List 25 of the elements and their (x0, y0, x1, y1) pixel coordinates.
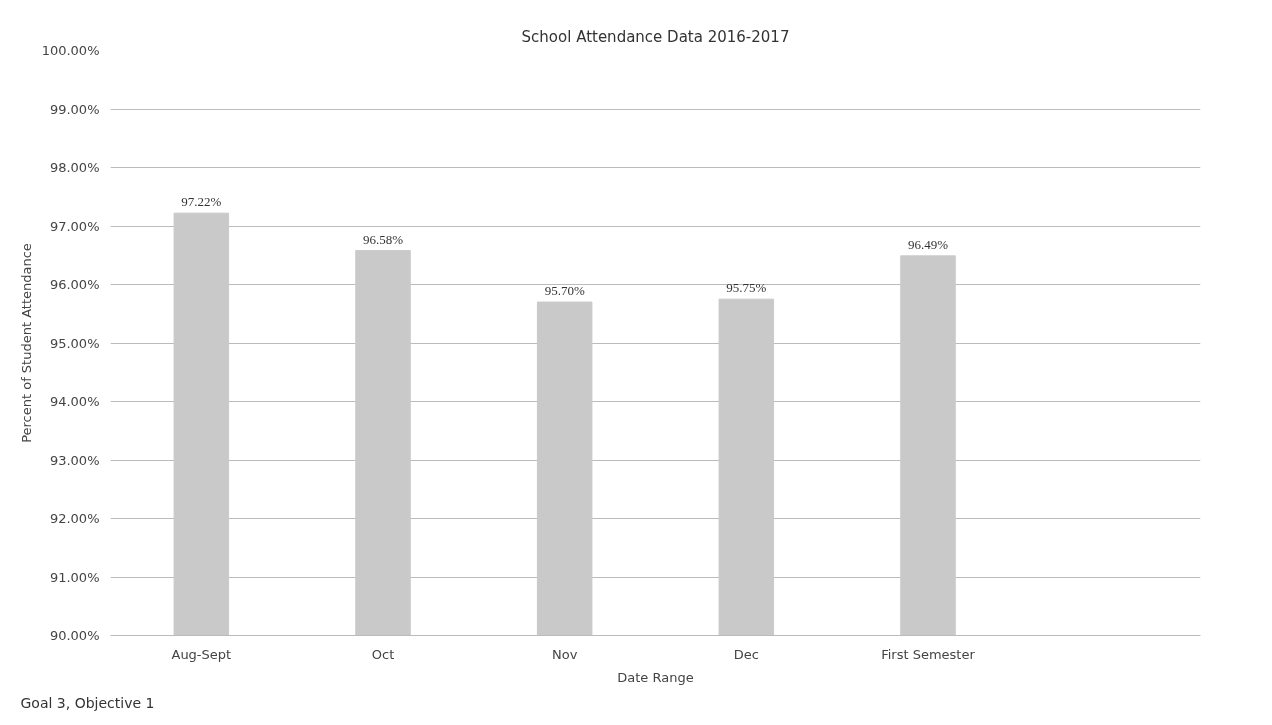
data-label: 96.58% (362, 231, 404, 247)
y-tick-label: 95.00% (49, 335, 100, 351)
text: Goal 3, Objective 1 (20, 694, 155, 711)
y-axis-title: Percent of Student Attendance (18, 243, 34, 443)
y-tick-label: 93.00% (49, 452, 100, 468)
data-label: 96.49% (907, 236, 949, 252)
y-tick-label: 98.00% (49, 160, 100, 175)
x-tick-label: First Semester (881, 646, 976, 662)
data-label: 95.70% (544, 283, 585, 299)
y-tick-label: 90.00% (49, 628, 100, 643)
x-axis-title: Date Range (617, 669, 694, 685)
y-tick-label: 97.00% (49, 218, 100, 234)
x-tick-label: Dec (733, 646, 759, 662)
y-tick-label: 91.00% (49, 569, 100, 585)
chart-title: School Attendance Data 2016-2017 (521, 27, 790, 46)
data-label: 97.22% (181, 194, 222, 210)
y-tick-label: 100.00% (41, 43, 100, 58)
x-tick-label: Oct (371, 646, 395, 662)
y-tick-label: 94.00% (49, 394, 100, 409)
data-label: 95.75% (726, 280, 767, 296)
x-tick-label: Nov (551, 646, 578, 662)
x-tick-label: Aug-Sept (171, 646, 232, 662)
y-tick-label: 99.00% (49, 101, 100, 117)
y-tick-label: 96.00% (49, 277, 100, 292)
y-tick-label: 92.00% (49, 511, 100, 526)
